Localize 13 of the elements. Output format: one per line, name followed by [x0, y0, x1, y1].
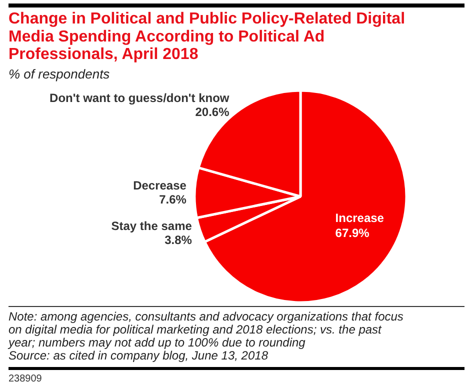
slice-label: Stay the same [111, 218, 192, 233]
slice-label: Don't want to guess/don't know [50, 91, 230, 106]
text: Note: among agencies, consultants and advocacy organizations that focus on digital media for political marketing and 2018 elections; vs. the past year; numbers may not add up to 100% due to rounding [8, 310, 404, 350]
data-label: 7.6% [159, 192, 187, 206]
data-label: 67.9% [335, 226, 370, 240]
slice-label: Decrease [133, 178, 187, 192]
chart-subtitle: % of respondents [8, 66, 110, 82]
data-label: 3.8% [164, 232, 192, 247]
data-label: 20.6% [195, 105, 230, 120]
chart-title: Change in Political and Public Policy-Related Digital Media Spending According to Political Ad Professionals, April 2018 [8, 10, 406, 64]
slice-label: Increase [335, 210, 384, 225]
source-note: Source: as cited in company blog, June 13, 2018 [8, 348, 268, 362]
text: 238909 [8, 374, 42, 384]
